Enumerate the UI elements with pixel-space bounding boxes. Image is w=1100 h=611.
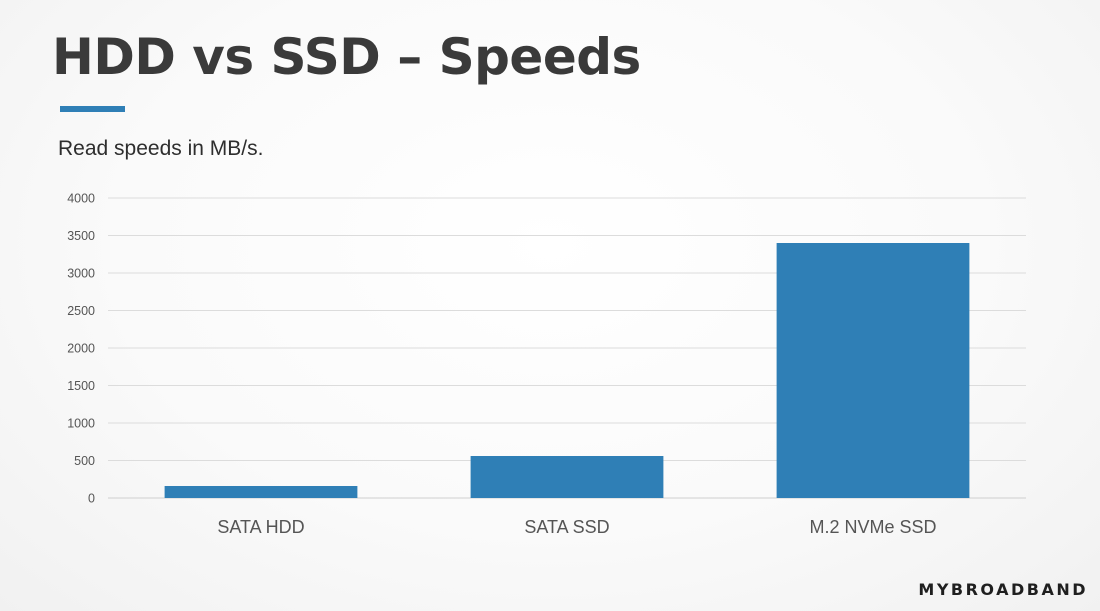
- bar: [164, 486, 358, 498]
- y-tick-label: 1500: [67, 379, 95, 393]
- y-tick-label: 4000: [67, 192, 95, 206]
- x-axis-ticks: SATA HDD SATA SSD M.2 NVMe SSD: [217, 517, 936, 537]
- y-tick-label: 0: [88, 492, 95, 506]
- bars: [164, 243, 970, 498]
- bar: [776, 243, 970, 498]
- bar: [470, 456, 664, 498]
- y-tick-label: 2000: [67, 342, 95, 356]
- y-tick-label: 3500: [67, 229, 95, 243]
- y-axis-ticks: 0 500 1000 1500 2000 2500 3000 3500 4000: [67, 192, 95, 506]
- y-tick-label: 500: [74, 454, 95, 468]
- chart-subtitle: Read speeds in MB/s.: [58, 137, 264, 160]
- x-tick-label: SATA SSD: [524, 517, 609, 537]
- y-tick-label: 1000: [67, 417, 95, 431]
- x-tick-label: M.2 NVMe SSD: [809, 517, 936, 537]
- title-accent-rule: [60, 106, 125, 112]
- y-tick-label: 2500: [67, 304, 95, 318]
- y-tick-label: 3000: [67, 267, 95, 281]
- slide-title: HDD vs SSD – Speeds: [52, 28, 641, 86]
- x-tick-label: SATA HDD: [217, 517, 304, 537]
- brand-logo: MYBROADBAND: [918, 580, 1088, 599]
